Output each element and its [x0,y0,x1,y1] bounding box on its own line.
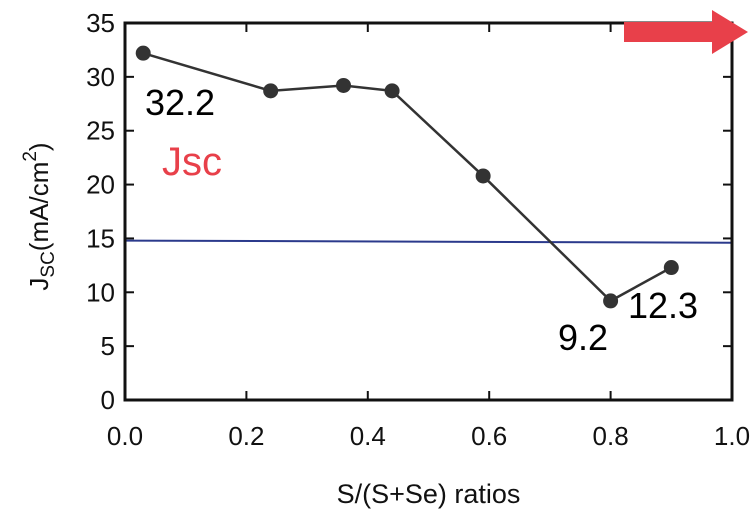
y-tick-label: 35 [86,8,115,38]
series-layer [135,45,679,309]
x-tick-label: 0.6 [471,421,507,451]
data-point [475,168,491,184]
x-axis-title: S/(S+Se) ratios [337,479,521,509]
data-point [663,260,679,276]
data-label-layer: 32.2 9.2 12.3 [145,82,698,358]
series-line [142,51,672,303]
x-tick-label: 0.0 [107,421,143,451]
data-point [263,83,279,99]
data-point [384,83,400,99]
data-label: 12.3 [628,285,698,326]
data-point [336,77,352,93]
x-tick-label: 0.2 [228,421,264,451]
y-axis-ticks: 0 5 10 15 20 25 30 35 [86,8,732,415]
y-axis-title: JSC(mA/cm2) [20,142,59,290]
reference-line [124,239,733,244]
y-title-unit-open: (mA/cm [24,162,54,252]
y-title-main: J [24,278,54,291]
data-label: 9.2 [558,317,608,358]
y-tick-label: 0 [101,385,115,415]
y-title-superscript: 2 [20,151,41,162]
data-point [603,293,619,309]
y-title-subscript: SC [38,251,59,277]
y-title-unit-close: ) [24,142,54,151]
data-label: 32.2 [145,82,215,123]
y-tick-label: 15 [86,223,115,253]
y-tick-label: 10 [86,277,115,307]
x-tick-label: 1.0 [714,421,750,451]
y-tick-label: 30 [86,62,115,92]
reference-line-layer [124,239,733,244]
y-tick-label: 25 [86,116,115,146]
y-tick-label: 5 [101,331,115,361]
y-tick-label: 20 [86,170,115,200]
x-tick-label: 0.8 [593,421,629,451]
x-axis-ticks: 0.0 0.2 0.4 0.6 0.8 1.0 [107,23,750,451]
plot-frame [123,21,734,402]
right-arrow-icon [624,10,748,54]
x-tick-label: 0.4 [350,421,386,451]
series-name-label: Jsc [162,140,222,184]
data-point [135,45,151,61]
